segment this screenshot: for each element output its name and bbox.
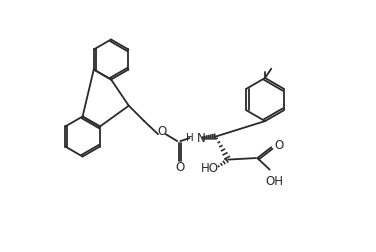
Text: O: O [274,139,284,152]
Text: O: O [157,125,167,138]
Text: OH: OH [265,175,284,188]
Text: H: H [186,133,194,143]
Text: N: N [197,132,205,145]
Text: HO: HO [201,162,219,175]
Text: O: O [175,161,184,174]
